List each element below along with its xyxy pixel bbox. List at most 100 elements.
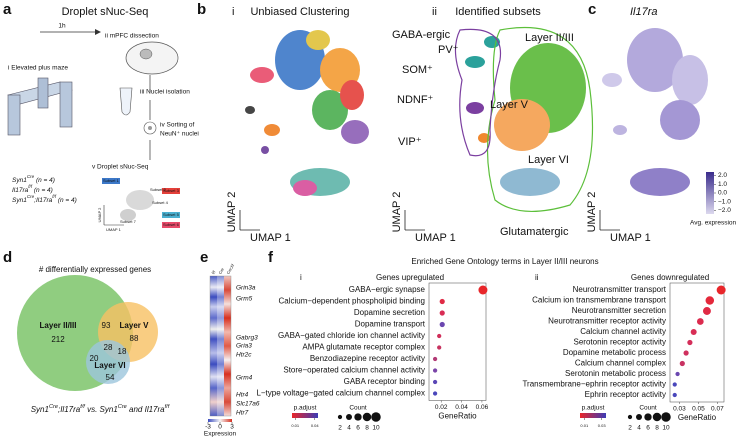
set-name: Layer II/III <box>40 321 77 330</box>
umap-expression <box>602 28 708 196</box>
dot <box>432 391 438 396</box>
chart-title: Genes downregulated <box>631 273 709 282</box>
legend-tick-label: 4 <box>637 425 641 432</box>
y-tick-label: Neurotransmitter transport <box>573 285 667 294</box>
dot <box>478 285 488 295</box>
mini-umap <box>102 178 180 228</box>
subset-label: Layer II/III <box>525 32 574 44</box>
panel-letter: c <box>588 1 596 18</box>
time-label: 1h <box>58 23 66 30</box>
column-label: Cre;f/f <box>225 262 235 275</box>
subset-label: NDNF⁺ <box>397 94 434 106</box>
step-label: iv Sorting of <box>160 122 195 129</box>
umap-label: UMAP 1 <box>415 232 456 244</box>
panel-letter: f <box>268 249 274 266</box>
set-count: 212 <box>51 335 65 344</box>
y-tick-label: GABA−gated chloride ion channel activity <box>278 331 425 340</box>
y-tick-label: Ephrin receptor activity <box>585 390 666 399</box>
y-tick-label: Store−operated calcium channel activity <box>283 366 425 375</box>
dot <box>432 368 438 373</box>
text-part: Syn1 <box>31 405 49 414</box>
colorbar-tick-label: -3 <box>205 424 211 431</box>
x-axis-title: GeneRatio <box>438 412 477 421</box>
set-count: 54 <box>106 373 115 382</box>
gene-label: Grm5 <box>236 296 253 303</box>
x-tick-label: 0.07 <box>711 406 724 413</box>
legend-tick-label: 6 <box>356 425 360 432</box>
x-tick-label: 0.02 <box>435 404 448 411</box>
maze-illustration <box>7 29 101 136</box>
panel-title: Unbiased Clustering <box>250 6 349 18</box>
dot <box>690 329 697 335</box>
text-part: Syn1 <box>12 177 27 184</box>
set-name: Layer VI <box>94 361 125 370</box>
legend-tick-label: 10 <box>372 425 380 432</box>
dot <box>716 285 726 295</box>
caption: Syn1Cre;Il17raf/f vs. Syn1Cre and Il17ra… <box>31 404 171 414</box>
step-label: ii mPFC dissection <box>105 33 159 40</box>
legend-dot <box>652 412 662 422</box>
subset-label: Subset 6 <box>163 222 180 227</box>
genotype: Syn1Cre;Il17raf/f (n = 4) <box>12 194 77 204</box>
y-tick-label: Dopamine metabolic process <box>563 348 666 357</box>
text-part: (n = 4) <box>32 187 53 194</box>
genotype: Il17raf/f (n = 4) <box>12 184 53 194</box>
overlap-count: 28 <box>104 343 113 352</box>
legend-tick-label: 0.04 <box>311 423 320 428</box>
x-tick-label: 0.05 <box>692 406 705 413</box>
subset-label: Subset 7 <box>120 219 137 224</box>
venn <box>17 275 158 391</box>
legend-dot <box>354 413 362 421</box>
column-label: f/f <box>210 269 216 275</box>
dot <box>705 296 715 305</box>
umap-label: UMAP 2 <box>586 192 598 233</box>
panel-title: Identified subsets <box>455 6 541 18</box>
legend-dot <box>346 414 352 420</box>
x-tick-label: 0.03 <box>673 406 686 413</box>
legend-title: Count <box>639 405 657 412</box>
colorbar-tick-label: 3 <box>230 424 234 431</box>
column-label: Cre <box>217 266 225 275</box>
subset-label: Subset 4 <box>152 200 169 205</box>
color-legend-bar <box>580 413 606 418</box>
colorbar-tick-label: 0.0 <box>718 190 727 197</box>
subset-label: PV⁺ <box>438 44 459 56</box>
chart-title: Genes upregulated <box>376 273 444 282</box>
colorbar-tick-label: 2.0 <box>718 172 727 179</box>
umap-label: UMAP 2 <box>97 207 102 223</box>
legend-tick-label: 0.01 <box>580 423 589 428</box>
gene-label: Htr2c <box>236 352 252 359</box>
subset-label: GABA-ergic <box>392 29 451 41</box>
text-part: (n = 4) <box>34 177 55 184</box>
text-part: Cre <box>27 174 35 179</box>
umap-clusters <box>245 30 369 196</box>
panel-title: Enriched Gene Ontology terms in Layer II… <box>411 257 598 266</box>
text-part: f/f <box>80 404 86 410</box>
dot <box>675 371 680 377</box>
dot <box>672 382 677 387</box>
dot <box>696 318 704 325</box>
x-tick-label: 0.04 <box>455 404 468 411</box>
colorbar-tick-label: −2.0 <box>718 207 731 214</box>
legend-tick-label: 10 <box>662 425 670 432</box>
y-tick-label: Neurotransmitter receptor activity <box>548 317 666 326</box>
text-part: Il17ra <box>630 6 658 18</box>
gene-label: Gria3 <box>236 343 252 350</box>
subset-label: Subset 3 <box>163 188 180 193</box>
text-part: Syn1 <box>12 197 27 204</box>
plot-frame <box>669 282 725 403</box>
subpanel-label: ii <box>535 273 539 282</box>
overlap-count: 93 <box>102 321 111 330</box>
y-tick-label: Calcium channel activity <box>580 327 666 336</box>
subset-label: Layer V <box>490 99 529 111</box>
text-part: f/f <box>52 194 57 199</box>
subpanel-label: ii <box>432 6 437 18</box>
panel-title: Droplet sNuc-Seq <box>62 6 149 18</box>
gene-label: Slc17a6 <box>236 401 260 408</box>
y-tick-label: Serotonin receptor activity <box>574 338 667 347</box>
panel-letter: a <box>3 1 12 18</box>
set-count: 88 <box>130 334 139 343</box>
y-tick-label: Dopamine transport <box>355 320 426 329</box>
step-label: i Elevated plus maze <box>8 65 68 72</box>
legend-title: p.adjust <box>294 405 317 412</box>
